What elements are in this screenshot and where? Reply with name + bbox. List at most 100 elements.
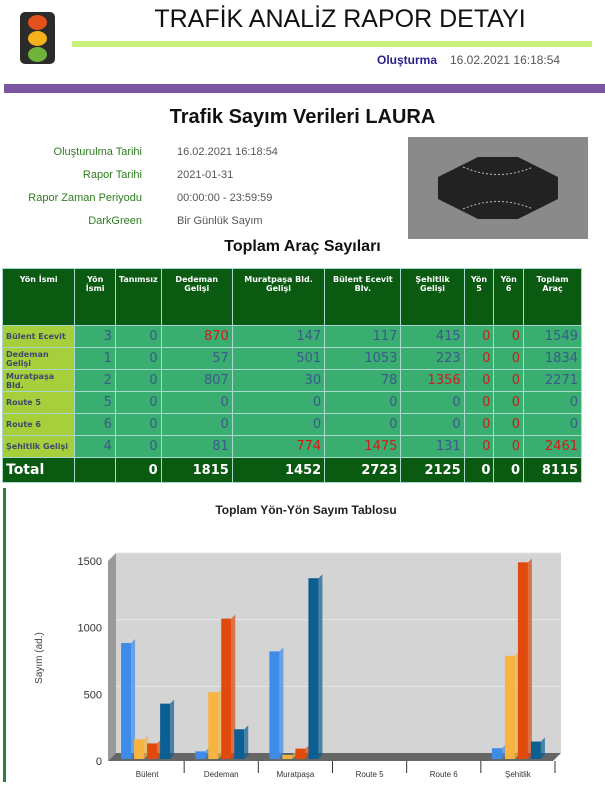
table-cell (74, 457, 116, 483)
table-cell: 501 (231, 347, 326, 370)
bar (160, 703, 171, 759)
info-label: DarkGreen (88, 215, 142, 227)
table-cell: 0 (493, 347, 525, 370)
row-name: Total (1, 457, 76, 483)
table-cell: 0 (523, 413, 582, 436)
table-cell: 0 (493, 413, 525, 436)
table-cell: 0 (114, 347, 162, 370)
table-cell: 1549 (523, 325, 582, 348)
table-cell: 4 (74, 435, 116, 458)
x-tick-label: Route 5 (356, 770, 385, 779)
info-label: Rapor Zaman Periyodu (28, 192, 142, 204)
table-cell: 0 (463, 369, 495, 392)
table-cell: 0 (493, 369, 525, 392)
table-cell: 0 (493, 391, 525, 414)
bar (121, 643, 132, 759)
plot-wall (108, 553, 116, 761)
bar-side (170, 699, 175, 759)
column-header: Toplam Araç (523, 268, 582, 326)
intersection-image (408, 137, 588, 239)
table-row: Bülent Ecevit 3 0 870 147 117 415 0 0 1549 (1, 325, 582, 348)
x-tick-label: Dedeman (204, 770, 239, 779)
created-label: Oluşturma (377, 53, 438, 67)
row-name: Route 6 (1, 413, 76, 436)
table-cell: 30 (231, 369, 326, 392)
column-header: Dedeman Gelişi (160, 268, 233, 326)
table-cell: 0 (463, 325, 495, 348)
bar-side (527, 558, 532, 759)
table-cell: 147 (231, 325, 326, 348)
table-cell: 81 (160, 435, 233, 458)
column-header: Bülent Ecevit Blv. (324, 268, 402, 326)
table-cell: 0 (160, 391, 233, 414)
bar (221, 618, 232, 759)
table-cell: 870 (160, 325, 233, 348)
table-cell: 1452 (231, 457, 326, 483)
table-cell: 0 (493, 325, 525, 348)
divider (4, 84, 605, 93)
bar-chart: Toplam Yön-Yön Sayım Tablosu 0 500 1000 1500… (34, 503, 561, 779)
table-title: Toplam Araç Sayıları (224, 238, 381, 255)
table-cell: 6 (74, 413, 116, 436)
info-value: Bir Günlük Sayım (177, 215, 263, 227)
bar-side (244, 725, 249, 759)
column-header: Yön 6 (493, 268, 525, 326)
table-cell: 0 (493, 457, 525, 483)
table-cell: 0 (231, 413, 326, 436)
table-cell: 5 (74, 391, 116, 414)
info-value: 00:00:00 - 23:59:59 (177, 192, 273, 204)
column-header: Yön İsmi (1, 268, 76, 326)
table-cell: 1356 (400, 369, 465, 392)
bar (208, 692, 219, 759)
row-name: Bülent Ecevit (1, 325, 76, 348)
y-tick-label: 1000 (78, 623, 102, 635)
bar-side (540, 737, 545, 759)
divider (72, 41, 592, 47)
table-cell: 2125 (400, 457, 465, 483)
y-tick-label: 0 (96, 756, 102, 768)
table-cell: 0 (463, 435, 495, 458)
table-cell: 0 (463, 413, 495, 436)
table-cell: 0 (114, 325, 162, 348)
report-title: Trafik Sayım Verileri LAURA (169, 106, 436, 128)
info-label: Rapor Tarihi (82, 169, 142, 181)
table-cell: 807 (160, 369, 233, 392)
row-name: Dedeman Gelişi (1, 347, 76, 370)
table-cell: 0 (324, 413, 402, 436)
table-cell: 415 (400, 325, 465, 348)
vehicle-count-table: Yön İsmi Yön İsmi Tanımsız Dedeman Gelişi Mu… (1, 268, 582, 483)
table-cell: 1 (74, 347, 116, 370)
x-tick-label: Route 6 (430, 770, 459, 779)
bar (195, 751, 206, 759)
table-cell: 1815 (160, 457, 233, 483)
column-header: Şehitlik Gelişi (400, 268, 465, 326)
bar (295, 748, 306, 759)
bar-side (131, 639, 136, 759)
table-cell: 2723 (324, 457, 402, 483)
table-cell: 1475 (324, 435, 402, 458)
created-value: 16.02.2021 16:18:54 (450, 53, 561, 67)
table-cell: 0 (400, 413, 465, 436)
x-tick-label: Şehitlik (505, 770, 532, 779)
table-cell: 774 (231, 435, 326, 458)
table-cell: 2 (74, 369, 116, 392)
table-cell: 0 (160, 413, 233, 436)
table-row: Dedeman Gelişi 1 0 57 501 1053 223 0 0 1834 (1, 347, 582, 370)
table-cell: 0 (231, 391, 326, 414)
table-cell: 0 (114, 457, 162, 483)
table-cell: 0 (493, 435, 525, 458)
chart-panel: Toplam Yön-Yön Sayım Tablosu 0 500 1000 1500… (3, 488, 605, 782)
bar (504, 655, 515, 759)
table-cell: 3 (74, 325, 116, 348)
table-cell: 0 (114, 369, 162, 392)
table-cell: 1053 (324, 347, 402, 370)
column-header: Yön 5 (463, 268, 495, 326)
table-cell: 8115 (523, 457, 582, 483)
table-cell: 223 (400, 347, 465, 370)
table-row: Şehitlik Gelişi 4 0 81 774 1475 131 0 0 2461 (1, 435, 582, 458)
row-name: Şehitlik Gelişi (1, 435, 76, 458)
bar (308, 578, 319, 759)
bar (530, 741, 541, 759)
bar-side (318, 574, 323, 759)
